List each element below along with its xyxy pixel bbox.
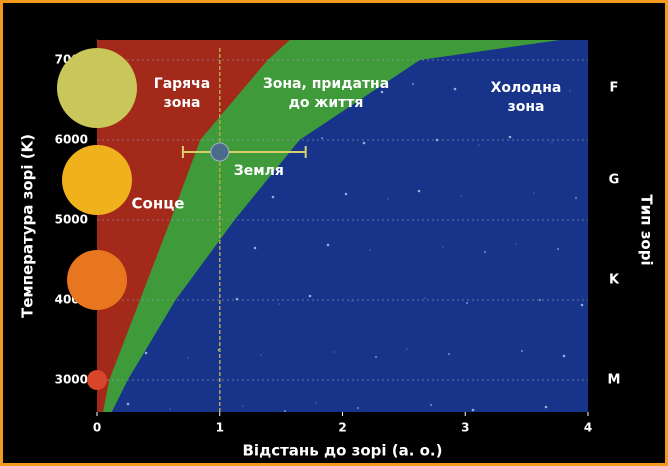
star-dot	[442, 246, 444, 248]
star-dot	[453, 87, 457, 91]
star-dot	[308, 294, 312, 298]
star-dot	[515, 243, 517, 245]
star-dot	[187, 357, 189, 359]
y2-tick-label: K	[609, 273, 620, 288]
star-dot	[380, 90, 384, 94]
star-dot	[551, 141, 553, 143]
star-dot	[521, 350, 523, 352]
star-dot	[278, 303, 280, 305]
star-dot	[412, 83, 414, 85]
y2-tick-label: G	[609, 173, 620, 188]
star-dot	[344, 192, 348, 196]
earth	[210, 142, 230, 162]
star-dot	[417, 189, 421, 193]
x-axis-label: Відстань до зорі (а. о.)	[243, 442, 443, 460]
star-dot	[333, 351, 335, 353]
star-dot	[126, 402, 130, 406]
star-dot	[375, 356, 377, 358]
star-dot	[539, 299, 541, 301]
y-tick-label: 6000	[55, 133, 88, 147]
star-dot	[144, 351, 148, 355]
star-dot	[315, 402, 317, 404]
x-tick-label: 1	[216, 421, 224, 435]
habitable-zone-boundary	[97, 40, 560, 412]
star-dot	[326, 243, 330, 247]
star-dot	[460, 195, 462, 197]
star-dot	[533, 192, 535, 194]
star-dot	[169, 408, 171, 410]
star-dot	[471, 408, 475, 412]
x-tick-label: 3	[461, 421, 469, 435]
star-dot	[260, 354, 262, 356]
zone-label: зона	[164, 95, 201, 111]
star-dot	[424, 297, 426, 299]
y-tick-label: 3000	[55, 373, 88, 387]
zone-label: Зона, придатна	[263, 76, 389, 92]
star-dot	[484, 251, 486, 253]
star-icon	[87, 370, 107, 390]
star-dot	[351, 300, 353, 302]
star-dot	[362, 141, 366, 145]
star-dot	[242, 405, 244, 407]
star-dot	[557, 248, 559, 250]
x-tick-label: 2	[338, 421, 346, 435]
star-icon	[57, 48, 137, 128]
x-tick-label: 0	[93, 421, 101, 435]
star-dot	[448, 353, 450, 355]
star-dot	[321, 137, 323, 139]
star-icon	[67, 250, 127, 310]
star-dot	[271, 195, 275, 199]
zone-label: Гаряча	[154, 76, 210, 92]
star-dot	[284, 410, 286, 412]
zone-label: Холодна	[491, 80, 562, 96]
star-dot	[562, 354, 566, 358]
y-axis-label: Температура зорі (K)	[19, 134, 37, 318]
y2-tick-label: M	[608, 373, 621, 388]
zone-label: зона	[508, 99, 545, 115]
star-dot	[544, 405, 548, 409]
star-dot	[430, 404, 432, 406]
star-dot	[387, 198, 389, 200]
star-dot	[369, 249, 371, 251]
y2-tick-label: F	[610, 81, 619, 96]
earth-label: Земля	[234, 163, 284, 179]
star-dot	[357, 407, 359, 409]
star-dot	[253, 246, 257, 250]
zone-label: до життя	[289, 95, 364, 111]
y-tick-label: 5000	[55, 213, 88, 227]
star-dot	[508, 135, 512, 139]
x-tick-label: 4	[584, 421, 592, 435]
star-icon	[62, 145, 132, 215]
star-dot	[575, 197, 577, 199]
star-dot	[526, 84, 530, 88]
star-dot	[406, 348, 408, 350]
hot-zone-boundary	[97, 40, 290, 412]
star-dot	[580, 303, 584, 307]
star-dot	[569, 90, 571, 92]
sun-label: Сонце	[132, 195, 185, 213]
star-dot	[466, 302, 468, 304]
star-dot	[478, 144, 480, 146]
y2-axis-label: Тип зорі	[638, 194, 656, 265]
